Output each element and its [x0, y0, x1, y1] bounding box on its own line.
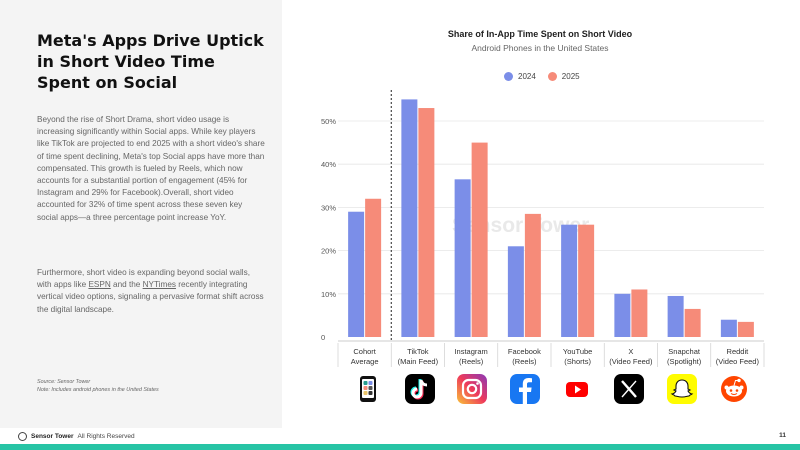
- bar-2024: [348, 211, 365, 337]
- legend-label-2024: 2024: [518, 72, 536, 81]
- tiktok-icon: [405, 374, 435, 404]
- y-tick-label: 50%: [321, 117, 336, 126]
- headline-line-2: in Short Video Time: [37, 52, 215, 71]
- body-paragraph-2: Furthermore, short video is expanding be…: [37, 267, 265, 316]
- y-tick-label: 20%: [321, 247, 336, 256]
- x-tick-label: TikTok (Main Feed): [398, 347, 439, 366]
- bar-2024: [614, 293, 631, 337]
- bar-2025: [524, 213, 541, 337]
- bar-2024: [667, 295, 684, 337]
- youtube-icon: [562, 374, 592, 404]
- bar-2025: [418, 108, 435, 337]
- footer-brand-name: Sensor Tower: [31, 433, 74, 440]
- paragraph-2-text-b: and the: [110, 280, 143, 290]
- left-panel: [0, 0, 282, 428]
- x-tick-label: Instagram (Reels): [454, 347, 487, 366]
- x-tick-label: Cohort Average: [351, 347, 379, 366]
- legend-swatch-2024: [504, 72, 513, 81]
- footer: Sensor Tower All Rights Reserved 11: [0, 428, 800, 444]
- bar-2025: [578, 224, 595, 337]
- y-tick-label: 30%: [321, 203, 336, 212]
- x-tick-label: Snapchat (Spotlight): [667, 347, 702, 366]
- legend-label-2025: 2025: [561, 72, 580, 81]
- chart-subtitle: Android Phones in the United States: [471, 43, 609, 53]
- espn-link[interactable]: ESPN: [88, 280, 111, 290]
- y-tick-label: 0: [321, 333, 325, 342]
- legend-item-2025: 2025: [547, 72, 580, 81]
- headline-line-3: Spent on Social: [37, 73, 178, 92]
- x-tick-label: Reddit (Video Feed): [716, 347, 760, 366]
- headline: Meta's Apps Drive Uptick in Short Video …: [37, 30, 267, 93]
- x-tick-label: X (Video Feed): [609, 347, 653, 366]
- footer-accent-bar: [0, 444, 800, 450]
- body-paragraph-1: Beyond the rise of Short Drama, short vi…: [37, 115, 265, 222]
- paragraph-2-text-c: recently integrating vertical video opti…: [37, 280, 264, 314]
- cohort-average-icon: [353, 374, 383, 404]
- sensor-tower-logo-icon: [18, 432, 27, 441]
- snapchat-icon: [667, 374, 697, 404]
- source-line: Source: Sensor Tower: [37, 379, 91, 385]
- y-tick-label: 10%: [321, 290, 336, 299]
- note-line: Note: Includes android phones in the Uni…: [37, 387, 159, 393]
- headline-line-1: Meta's Apps Drive Uptick: [37, 31, 264, 50]
- nytimes-link[interactable]: NYTimes: [142, 280, 176, 290]
- bar-2025: [471, 142, 488, 337]
- page-number: 11: [779, 432, 786, 439]
- footer-rights: All Rights Reserved: [77, 433, 135, 440]
- legend-swatch-2025: [547, 72, 557, 81]
- footer-brand: Sensor Tower All Rights Reserved: [18, 432, 135, 441]
- bar-2024: [561, 224, 578, 337]
- instagram-icon: [457, 374, 487, 404]
- x-tick-label: YouTube (Shorts): [563, 347, 592, 366]
- bar-2025: [737, 321, 754, 337]
- x-icon: [614, 374, 644, 404]
- facebook-icon: [510, 374, 540, 404]
- reddit-icon: [719, 374, 749, 404]
- bar-2025: [684, 308, 701, 337]
- paragraph-2-text-a: Furthermore, short video is expanding be…: [37, 268, 250, 290]
- bar-2024: [720, 319, 737, 337]
- chart-title: Share of In-App Time Spent on Short Vide…: [447, 29, 633, 39]
- legend-item-2024: 2024: [504, 72, 536, 81]
- x-tick-label: Facebook (Reels): [508, 347, 541, 366]
- chart-legend: 2024 2025: [504, 72, 580, 81]
- bar-2024: [454, 179, 471, 337]
- source-note: Source: Sensor Tower Note: Includes andr…: [37, 378, 159, 394]
- y-tick-label: 40%: [321, 160, 336, 169]
- bar-2024: [507, 246, 524, 337]
- bar-2024: [401, 99, 418, 338]
- bar-2025: [365, 198, 382, 337]
- bar-2025: [631, 289, 648, 337]
